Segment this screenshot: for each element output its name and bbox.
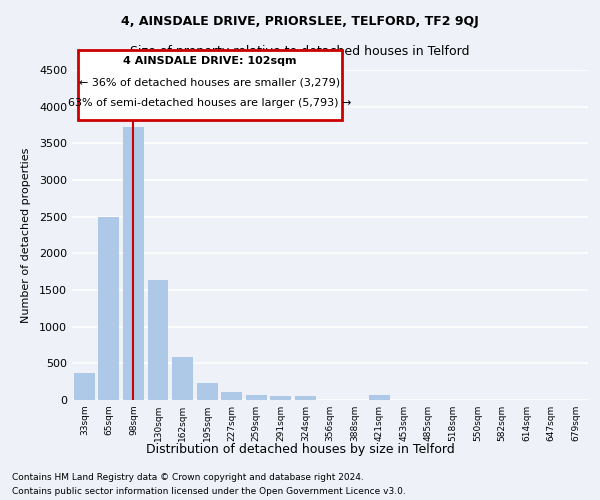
Y-axis label: Number of detached properties: Number of detached properties [20, 148, 31, 322]
Bar [123, 127, 144, 400]
Text: Contains public sector information licensed under the Open Government Licence v3: Contains public sector information licen… [12, 488, 406, 496]
Text: 63% of semi-detached houses are larger (5,793) →: 63% of semi-detached houses are larger (… [68, 98, 352, 108]
Bar [148, 280, 169, 400]
Bar [98, 216, 119, 400]
Bar [172, 356, 193, 400]
Bar [221, 392, 242, 400]
Text: Contains HM Land Registry data © Crown copyright and database right 2024.: Contains HM Land Registry data © Crown c… [12, 472, 364, 482]
Text: 4, AINSDALE DRIVE, PRIORSLEE, TELFORD, TF2 9QJ: 4, AINSDALE DRIVE, PRIORSLEE, TELFORD, T… [121, 15, 479, 28]
Text: Size of property relative to detached houses in Telford: Size of property relative to detached ho… [130, 45, 470, 58]
Bar [368, 395, 389, 400]
Bar [197, 383, 218, 400]
Bar [246, 395, 267, 400]
Bar [295, 396, 316, 400]
Bar [74, 373, 95, 400]
Bar [271, 396, 292, 400]
Text: Distribution of detached houses by size in Telford: Distribution of detached houses by size … [146, 442, 454, 456]
Text: ← 36% of detached houses are smaller (3,279): ← 36% of detached houses are smaller (3,… [79, 78, 341, 88]
Text: 4 AINSDALE DRIVE: 102sqm: 4 AINSDALE DRIVE: 102sqm [123, 56, 297, 66]
